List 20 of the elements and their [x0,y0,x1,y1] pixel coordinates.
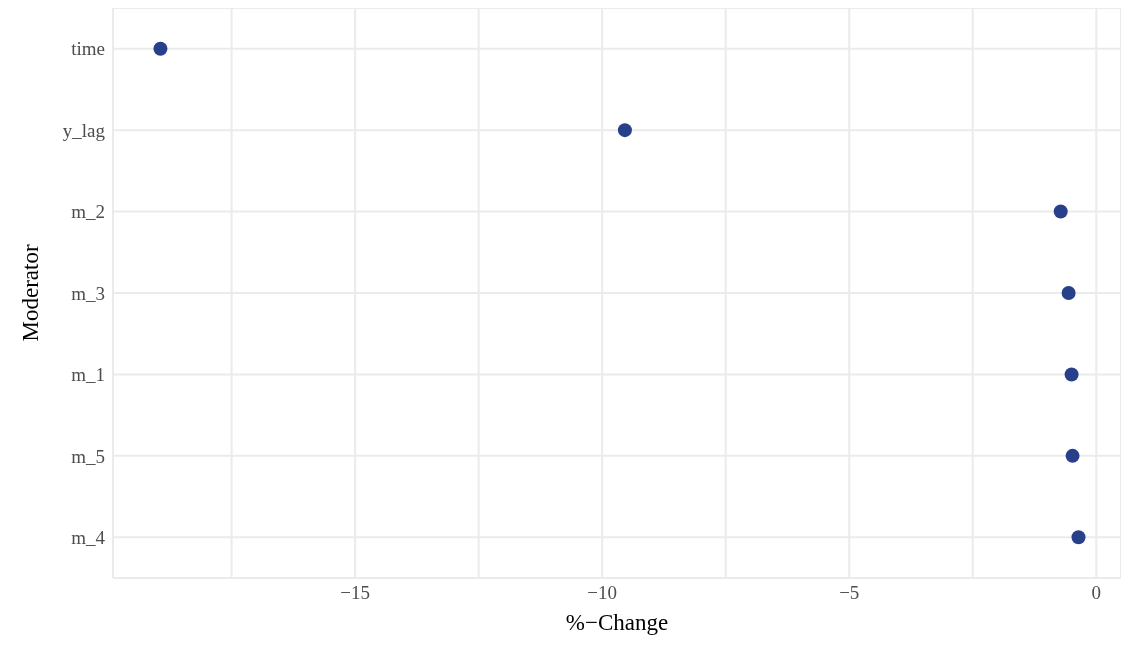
point [1071,530,1086,545]
y-tick-label: m_4 [71,527,106,549]
y-tick-label: m_2 [71,201,105,223]
x-tick-label: −10 [587,582,618,604]
point [1061,286,1076,300]
y-tick-label: m_5 [71,445,105,467]
x-axis-title: %−Change [565,610,669,635]
point [1065,448,1080,463]
x-tick-label: −5 [839,582,860,604]
point [1053,204,1068,219]
y-axis-title: Moderator [18,244,44,342]
point [617,123,632,138]
point [153,41,168,56]
point [1064,367,1079,382]
y-tick-label: m_1 [71,364,105,386]
x-tick-label: 0 [1091,582,1102,604]
x-tick-label: −15 [340,582,370,604]
y-tick-label: y_lag [62,119,106,141]
y-tick-label: m_3 [71,282,105,304]
y-tick-label: time [71,38,105,60]
